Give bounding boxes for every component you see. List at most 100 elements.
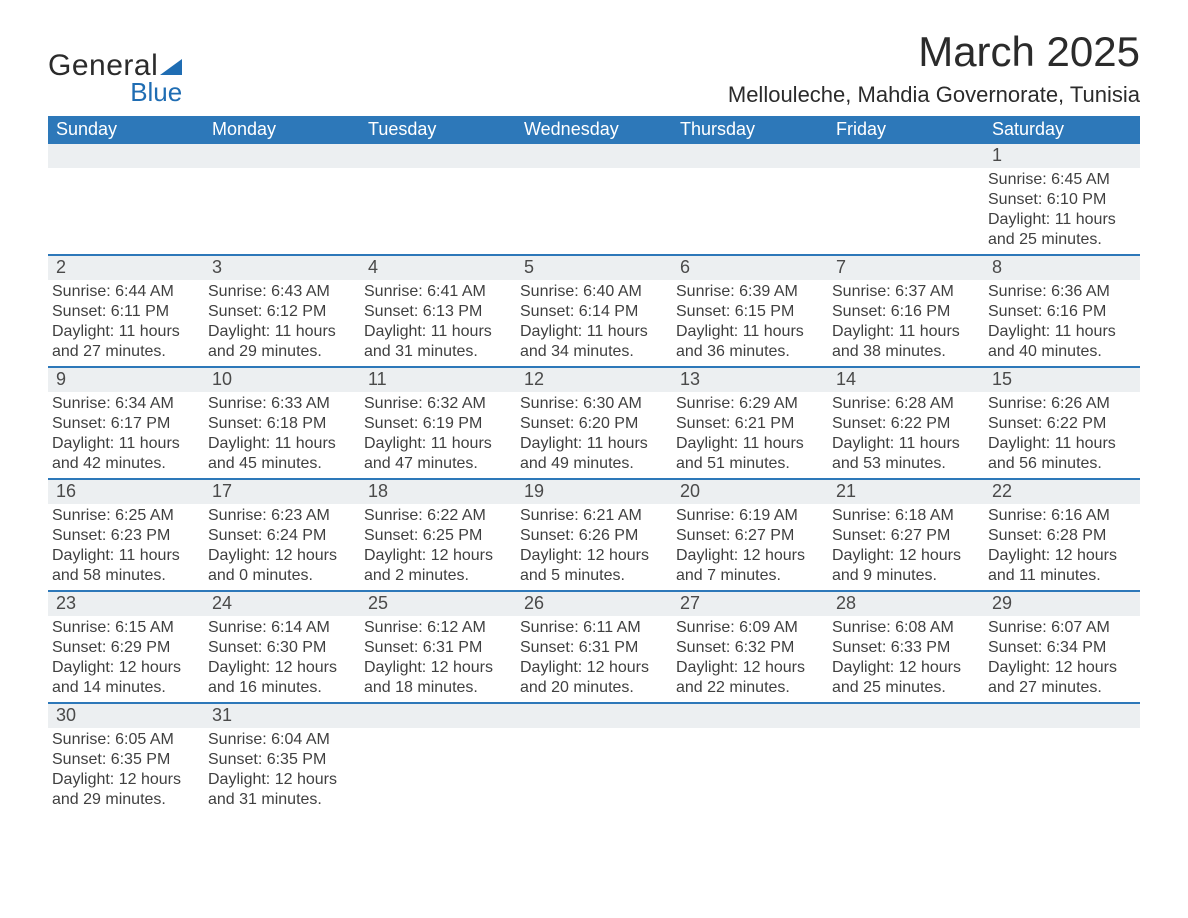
sunrise-line: Sunrise: 6:14 AM <box>208 618 356 638</box>
day-number-row <box>360 144 516 168</box>
sunset-line: Sunset: 6:13 PM <box>364 302 512 322</box>
sunrise-line: Sunrise: 6:34 AM <box>52 394 200 414</box>
sunrise-line: Sunrise: 6:08 AM <box>832 618 980 638</box>
day-number-row: 9 <box>48 368 204 392</box>
sunset-line: Sunset: 6:29 PM <box>52 638 200 658</box>
calendar-day-cell: 5Sunrise: 6:40 AMSunset: 6:14 PMDaylight… <box>516 256 672 366</box>
day-number-row: 30 <box>48 704 204 728</box>
day-number-row: 21 <box>828 480 984 504</box>
day-number: 22 <box>992 481 1012 501</box>
daylight-line-2: and 2 minutes. <box>364 566 512 586</box>
calendar-day-cell: 27Sunrise: 6:09 AMSunset: 6:32 PMDayligh… <box>672 592 828 702</box>
daylight-line-1: Daylight: 11 hours <box>988 322 1136 342</box>
daylight-line-1: Daylight: 11 hours <box>208 322 356 342</box>
calendar-empty-cell <box>672 704 828 814</box>
sunset-line: Sunset: 6:27 PM <box>832 526 980 546</box>
calendar-day-cell: 21Sunrise: 6:18 AMSunset: 6:27 PMDayligh… <box>828 480 984 590</box>
day-number: 6 <box>680 257 690 277</box>
day-number-row <box>204 144 360 168</box>
sunset-line: Sunset: 6:23 PM <box>52 526 200 546</box>
day-number-row <box>984 704 1140 728</box>
calendar-day-cell: 9Sunrise: 6:34 AMSunset: 6:17 PMDaylight… <box>48 368 204 478</box>
day-body: Sunrise: 6:23 AMSunset: 6:24 PMDaylight:… <box>204 504 360 590</box>
daylight-line-1: Daylight: 11 hours <box>364 434 512 454</box>
day-body: Sunrise: 6:25 AMSunset: 6:23 PMDaylight:… <box>48 504 204 590</box>
calendar-empty-cell <box>828 144 984 254</box>
day-body: Sunrise: 6:45 AMSunset: 6:10 PMDaylight:… <box>984 168 1140 254</box>
weekday-header: Wednesday <box>516 116 672 144</box>
weekday-header: Sunday <box>48 116 204 144</box>
day-number: 10 <box>212 369 232 389</box>
sunset-line: Sunset: 6:31 PM <box>520 638 668 658</box>
day-number: 24 <box>212 593 232 613</box>
calendar-day-cell: 28Sunrise: 6:08 AMSunset: 6:33 PMDayligh… <box>828 592 984 702</box>
daylight-line-1: Daylight: 11 hours <box>988 210 1136 230</box>
day-number: 9 <box>56 369 66 389</box>
sunrise-line: Sunrise: 6:11 AM <box>520 618 668 638</box>
day-body: Sunrise: 6:32 AMSunset: 6:19 PMDaylight:… <box>360 392 516 478</box>
sunrise-line: Sunrise: 6:28 AM <box>832 394 980 414</box>
day-body: Sunrise: 6:39 AMSunset: 6:15 PMDaylight:… <box>672 280 828 366</box>
day-body: Sunrise: 6:12 AMSunset: 6:31 PMDaylight:… <box>360 616 516 702</box>
day-number-row: 22 <box>984 480 1140 504</box>
weekday-header: Tuesday <box>360 116 516 144</box>
calendar-day-cell: 26Sunrise: 6:11 AMSunset: 6:31 PMDayligh… <box>516 592 672 702</box>
logo-triangle-icon <box>160 59 182 75</box>
sunset-line: Sunset: 6:30 PM <box>208 638 356 658</box>
daylight-line-2: and 27 minutes. <box>52 342 200 362</box>
daylight-line-2: and 49 minutes. <box>520 454 668 474</box>
day-number: 20 <box>680 481 700 501</box>
calendar-day-cell: 22Sunrise: 6:16 AMSunset: 6:28 PMDayligh… <box>984 480 1140 590</box>
day-number-row: 18 <box>360 480 516 504</box>
day-body: Sunrise: 6:19 AMSunset: 6:27 PMDaylight:… <box>672 504 828 590</box>
daylight-line-1: Daylight: 11 hours <box>52 322 200 342</box>
day-number-row: 8 <box>984 256 1140 280</box>
daylight-line-1: Daylight: 12 hours <box>52 658 200 678</box>
daylight-line-2: and 29 minutes. <box>208 342 356 362</box>
daylight-line-2: and 38 minutes. <box>832 342 980 362</box>
day-number: 15 <box>992 369 1012 389</box>
daylight-line-1: Daylight: 12 hours <box>832 546 980 566</box>
day-body: Sunrise: 6:07 AMSunset: 6:34 PMDaylight:… <box>984 616 1140 702</box>
calendar-day-cell: 24Sunrise: 6:14 AMSunset: 6:30 PMDayligh… <box>204 592 360 702</box>
calendar-day-cell: 4Sunrise: 6:41 AMSunset: 6:13 PMDaylight… <box>360 256 516 366</box>
day-body: Sunrise: 6:40 AMSunset: 6:14 PMDaylight:… <box>516 280 672 366</box>
sunset-line: Sunset: 6:28 PM <box>988 526 1136 546</box>
sunset-line: Sunset: 6:35 PM <box>52 750 200 770</box>
day-body: Sunrise: 6:36 AMSunset: 6:16 PMDaylight:… <box>984 280 1140 366</box>
calendar-day-cell: 18Sunrise: 6:22 AMSunset: 6:25 PMDayligh… <box>360 480 516 590</box>
day-number: 17 <box>212 481 232 501</box>
day-body: Sunrise: 6:43 AMSunset: 6:12 PMDaylight:… <box>204 280 360 366</box>
sunset-line: Sunset: 6:19 PM <box>364 414 512 434</box>
sunset-line: Sunset: 6:10 PM <box>988 190 1136 210</box>
calendar-week-row: 2Sunrise: 6:44 AMSunset: 6:11 PMDaylight… <box>48 256 1140 368</box>
sunset-line: Sunset: 6:27 PM <box>676 526 824 546</box>
day-body: Sunrise: 6:28 AMSunset: 6:22 PMDaylight:… <box>828 392 984 478</box>
daylight-line-1: Daylight: 11 hours <box>52 546 200 566</box>
day-number: 28 <box>836 593 856 613</box>
daylight-line-1: Daylight: 11 hours <box>520 322 668 342</box>
daylight-line-1: Daylight: 12 hours <box>208 546 356 566</box>
daylight-line-1: Daylight: 12 hours <box>832 658 980 678</box>
day-number: 1 <box>992 145 1002 165</box>
calendar-empty-cell <box>984 704 1140 814</box>
sunrise-line: Sunrise: 6:30 AM <box>520 394 668 414</box>
day-body: Sunrise: 6:11 AMSunset: 6:31 PMDaylight:… <box>516 616 672 702</box>
day-number: 25 <box>368 593 388 613</box>
sunset-line: Sunset: 6:26 PM <box>520 526 668 546</box>
day-number: 2 <box>56 257 66 277</box>
month-title: March 2025 <box>728 28 1140 76</box>
calendar-day-cell: 31Sunrise: 6:04 AMSunset: 6:35 PMDayligh… <box>204 704 360 814</box>
day-body: Sunrise: 6:09 AMSunset: 6:32 PMDaylight:… <box>672 616 828 702</box>
sunrise-line: Sunrise: 6:45 AM <box>988 170 1136 190</box>
calendar: SundayMondayTuesdayWednesdayThursdayFrid… <box>48 116 1140 814</box>
sunrise-line: Sunrise: 6:39 AM <box>676 282 824 302</box>
daylight-line-2: and 58 minutes. <box>52 566 200 586</box>
sunrise-line: Sunrise: 6:19 AM <box>676 506 824 526</box>
daylight-line-1: Daylight: 12 hours <box>520 546 668 566</box>
day-number-row: 2 <box>48 256 204 280</box>
calendar-empty-cell <box>48 144 204 254</box>
sunset-line: Sunset: 6:25 PM <box>364 526 512 546</box>
daylight-line-1: Daylight: 12 hours <box>520 658 668 678</box>
calendar-day-cell: 23Sunrise: 6:15 AMSunset: 6:29 PMDayligh… <box>48 592 204 702</box>
